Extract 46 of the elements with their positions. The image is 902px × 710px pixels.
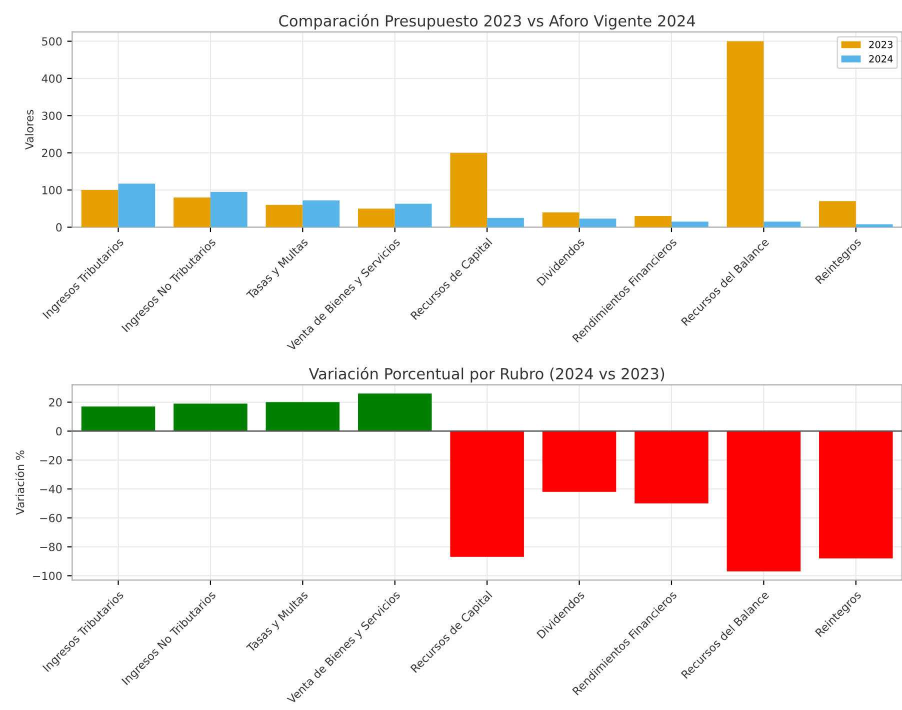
chart-title: Variación Porcentual por Rubro (2024 vs 2023)	[308, 367, 664, 382]
legend-label: 2023	[869, 40, 892, 48]
y-axis-title: Valores	[24, 110, 34, 150]
y-tick-label: −80	[40, 542, 62, 552]
bar	[81, 406, 156, 432]
bar	[81, 190, 118, 228]
bar	[174, 404, 248, 432]
bar	[579, 218, 616, 228]
y-tick-label: 300	[42, 112, 62, 120]
bar	[542, 212, 580, 228]
legend-label: 2024	[869, 55, 893, 62]
bar	[302, 200, 340, 228]
bar	[358, 394, 432, 432]
bar	[174, 197, 210, 228]
bar	[819, 201, 856, 228]
bar	[726, 41, 764, 228]
bar	[358, 208, 395, 228]
y-tick-label: −20	[40, 456, 62, 464]
y-tick-label: 500	[42, 37, 62, 46]
bar	[450, 431, 524, 557]
y-tick-label: 400	[42, 74, 62, 83]
y-tick-label: 20	[49, 398, 62, 407]
y-tick-label: −100	[33, 572, 62, 580]
bar	[118, 184, 156, 228]
bar	[266, 402, 340, 432]
bar	[819, 431, 893, 558]
bar	[210, 192, 248, 228]
bar	[764, 222, 801, 228]
bar	[487, 218, 524, 228]
bar	[634, 216, 672, 228]
bar	[542, 431, 616, 492]
y-axis-title: Variación %	[15, 450, 24, 515]
bar	[634, 431, 708, 504]
bar	[671, 222, 708, 228]
bar	[266, 204, 303, 228]
y-tick-label: 100	[42, 186, 62, 194]
bar	[856, 224, 893, 228]
y-tick-label: −40	[40, 484, 62, 494]
y-tick-label: 200	[42, 148, 62, 158]
y-tick-label: 0	[56, 427, 62, 436]
chart-title: Comparación Presupuesto 2023 vs Aforo Vigente 2024	[279, 14, 696, 30]
bar	[394, 204, 432, 228]
bar	[726, 431, 801, 572]
y-tick-label: −60	[40, 514, 62, 522]
bar	[450, 152, 488, 228]
y-tick-label: 0	[56, 223, 62, 232]
